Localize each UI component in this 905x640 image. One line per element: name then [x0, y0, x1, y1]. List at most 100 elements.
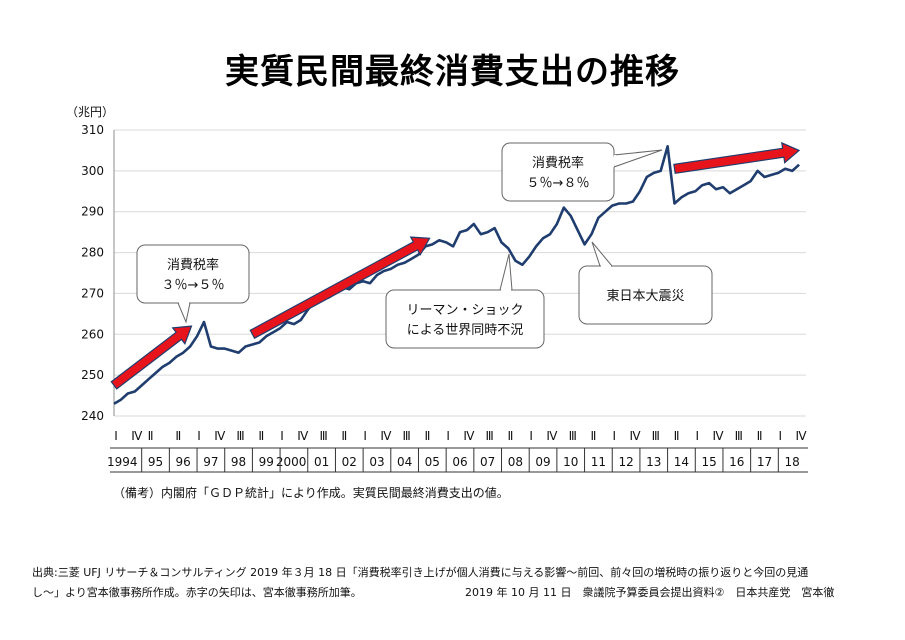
- callout-pointer: [613, 149, 663, 168]
- x-quarter-label: I: [529, 429, 533, 443]
- x-year-label: 02: [342, 455, 357, 469]
- x-year-label: 17: [757, 455, 772, 469]
- x-quarter-label: I: [779, 429, 783, 443]
- x-year-label: 05: [425, 455, 440, 469]
- x-year-label: 04: [397, 455, 412, 469]
- x-quarter-label: I: [696, 429, 700, 443]
- callout-box: [136, 244, 250, 304]
- x-year-label: 97: [203, 455, 218, 469]
- y-tick-label: 280: [81, 246, 104, 260]
- series-line-consumption: [113, 145, 800, 405]
- x-quarter-label: Ⅳ: [131, 429, 142, 443]
- callout-text-line: 消費税率: [167, 257, 219, 273]
- page-title: 実質民間最終消費支出の推移: [225, 52, 680, 92]
- y-tick-label: 300: [81, 164, 104, 178]
- x-year-label: 98: [231, 455, 246, 469]
- y-tick-label: 270: [81, 286, 104, 300]
- x-year-label: 03: [369, 455, 384, 469]
- y-tick-label: 310: [81, 123, 104, 137]
- x-year-label: 1994: [107, 455, 138, 469]
- x-quarter-label: Ⅳ: [546, 429, 557, 443]
- x-quarter-label: I: [114, 429, 118, 443]
- x-quarter-label: Ⅲ: [402, 429, 410, 443]
- x-quarter-label: Ⅱ: [175, 429, 181, 443]
- x-quarter-label: Ⅲ: [319, 429, 327, 443]
- footer-line-2-right: 2019 年 10 月 11 日 衆議院予算委員会提出資料② 日本共産党 宮本徹: [465, 586, 835, 599]
- callout-text-line: による世界同時不況: [407, 323, 524, 338]
- x-year-label: 96: [176, 455, 191, 469]
- callout-pointer-joint: [612, 154, 616, 168]
- x-year-label: 01: [314, 455, 329, 469]
- x-quarter-label: Ⅳ: [380, 429, 391, 443]
- callout-pointer: [499, 253, 513, 291]
- footer-line-1: 出典:三菱 UFJ リサーチ＆コンサルティング 2019 年３月 18 日「消費…: [32, 566, 809, 579]
- x-quarter-label: Ⅱ: [148, 429, 154, 443]
- x-quarter-label: Ⅱ: [507, 429, 513, 443]
- x-year-label: 06: [452, 455, 467, 469]
- x-year-label: 95: [148, 455, 163, 469]
- y-tick-label: 260: [81, 327, 104, 341]
- callout-pointer: [591, 241, 614, 267]
- x-year-label: 09: [535, 455, 550, 469]
- x-quarter-label: I: [280, 429, 284, 443]
- x-year-label: 08: [508, 455, 523, 469]
- trend-arrow-2: [249, 236, 431, 340]
- callout-box: [578, 265, 713, 325]
- x-year-label: 12: [618, 455, 633, 469]
- callout-tax2: 消費税率 ５％→８％: [501, 142, 663, 202]
- x-year-label: 14: [674, 455, 689, 469]
- y-tick-label: 250: [81, 368, 104, 382]
- x-quarter-label: I: [197, 429, 201, 443]
- callout-text-line: 消費税率: [532, 155, 584, 171]
- x-quarter-label: Ⅱ: [591, 429, 597, 443]
- trend-arrow-1: [110, 325, 193, 390]
- x-year-label: 18: [785, 455, 800, 469]
- x-quarter-label: Ⅲ: [486, 429, 494, 443]
- callout-text-line: リーマン・ショック: [406, 303, 523, 318]
- callout-quake: 東日本大震災: [578, 241, 713, 325]
- series-layer: [113, 145, 800, 405]
- footer-line-2-left: し〜」より宮本徹事務所作成。赤字の矢印は、宮本徹事務所加筆。: [32, 586, 362, 599]
- y-axis-ticks: 240 250 260 270 280 290 300 310: [81, 123, 104, 423]
- x-quarter-label: Ⅱ: [674, 429, 680, 443]
- x-quarter-label: Ⅲ: [236, 429, 244, 443]
- callout-text-line: ５％→８％: [527, 176, 590, 191]
- callout-box: [501, 142, 615, 202]
- x-year-label: 99: [259, 455, 274, 469]
- x-year-label: 13: [646, 455, 661, 469]
- y-axis-unit-label: （兆円）: [66, 105, 114, 119]
- x-quarter-label: I: [363, 429, 367, 443]
- x-quarter-label: Ⅲ: [735, 429, 743, 443]
- x-year-label: 15: [701, 455, 716, 469]
- x-year-label: 11: [591, 455, 606, 469]
- y-tick-label: 240: [81, 409, 104, 423]
- x-year-label: 10: [563, 455, 578, 469]
- x-quarter-label: Ⅱ: [424, 429, 430, 443]
- callout-box: [385, 289, 545, 349]
- x-year-label: 16: [729, 455, 744, 469]
- x-year-label: 07: [480, 455, 495, 469]
- x-quarter-label: Ⅳ: [214, 429, 225, 443]
- source-note: （備考）内閣府「ＧＤＰ統計」により作成。実質民間最終消費支出の値。: [113, 486, 509, 500]
- x-quarter-label: Ⅳ: [629, 429, 640, 443]
- x-quarter-label: Ⅳ: [297, 429, 308, 443]
- callout-text-line: ３％→５％: [162, 278, 225, 293]
- callout-tax1: 消費税率 ３％→５％: [136, 244, 250, 324]
- trend-arrows: [110, 141, 801, 390]
- callout-text-line: 東日本大震災: [606, 288, 684, 304]
- x-quarter-label: Ⅲ: [569, 429, 577, 443]
- x-quarter-label: Ⅳ: [713, 429, 724, 443]
- x-quarter-label: I: [446, 429, 450, 443]
- x-quarter-label: Ⅱ: [258, 429, 264, 443]
- x-quarter-label: Ⅱ: [341, 429, 347, 443]
- y-tick-label: 290: [81, 205, 104, 219]
- callout-pointer: [177, 302, 191, 324]
- x-quarter-label: Ⅳ: [463, 429, 474, 443]
- x-quarter-label: Ⅱ: [757, 429, 763, 443]
- trend-arrow-3: [673, 141, 801, 174]
- x-quarter-label: I: [612, 429, 616, 443]
